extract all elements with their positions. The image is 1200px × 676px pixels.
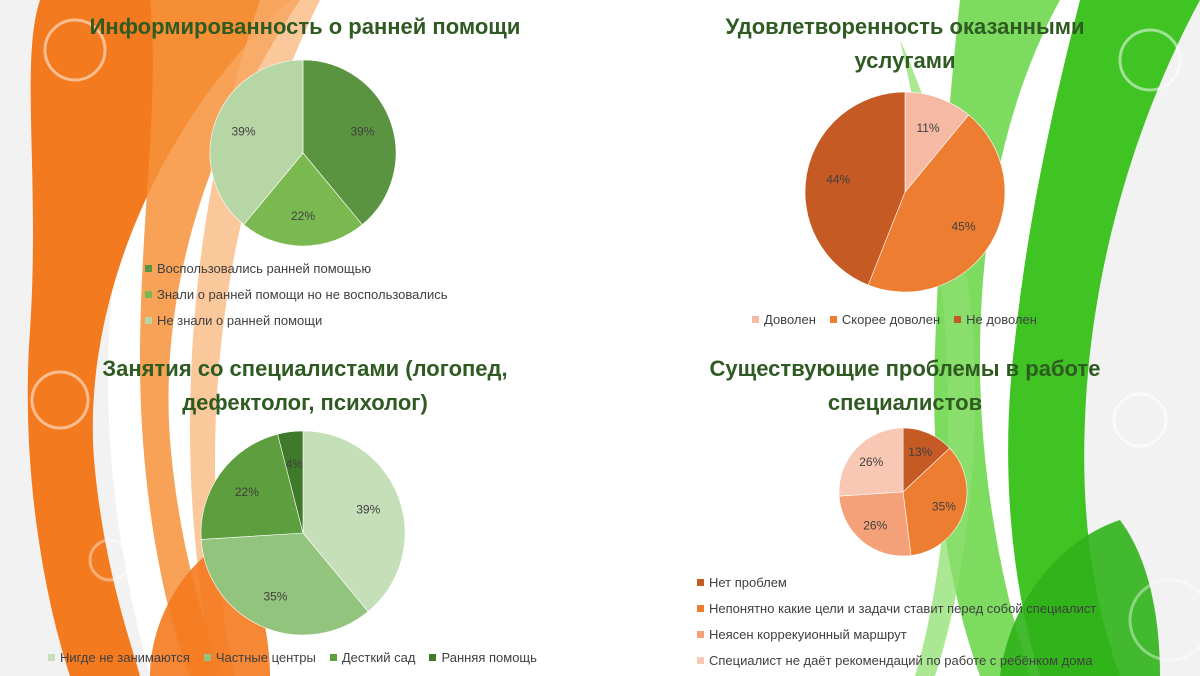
legend-label: Нет проблем bbox=[709, 574, 787, 590]
pie-data-label: 11% bbox=[916, 121, 939, 135]
pie-data-label: 22% bbox=[235, 485, 259, 499]
pie-slice bbox=[902, 447, 968, 556]
legend-swatch bbox=[145, 316, 152, 324]
legend-label: Не знали о ранней помощи bbox=[157, 312, 323, 328]
legend-item: Воспользовались ранней помощью bbox=[145, 255, 448, 281]
legend-label: Не доволен bbox=[966, 312, 1037, 327]
pie-slice bbox=[209, 59, 304, 226]
chart-specialists-pie: 39% 35% 22% 4% bbox=[200, 430, 406, 636]
chart-specialists-legend: Нигде не занимаются Частные центры Дестк… bbox=[48, 650, 551, 665]
legend-item: Нет проблем bbox=[697, 569, 1096, 595]
legend-label: Неясен коррекуионный маршрут bbox=[709, 626, 907, 642]
pie-slice bbox=[302, 430, 406, 613]
legend-label: Ранняя помощь bbox=[441, 650, 537, 665]
legend-item: Нигде не занимаются bbox=[48, 650, 190, 665]
pie-data-label: 44% bbox=[826, 172, 850, 186]
pie-slice bbox=[904, 91, 970, 193]
chart-satisfaction-legend: Доволен Скорее доволен Не доволен bbox=[752, 312, 1051, 327]
pie-data-label: 26% bbox=[863, 519, 887, 533]
legend-item: Неясен коррекуионный маршрут bbox=[697, 621, 1096, 647]
chart-problems-title: Существующие проблемы в работе специалис… bbox=[709, 356, 1101, 415]
chart-problems-pie: 13% 35% 26% 26% bbox=[838, 427, 968, 557]
pie-data-label: 26% bbox=[859, 455, 883, 469]
pie-data-label: 13% bbox=[908, 445, 932, 459]
legend-item: Ранняя помощь bbox=[429, 650, 537, 665]
legend-swatch bbox=[697, 604, 704, 612]
pie-slice bbox=[243, 152, 363, 247]
legend-swatch bbox=[954, 316, 962, 323]
legend-item: Знали о ранней помощи но не воспользовал… bbox=[145, 281, 448, 307]
legend-swatch bbox=[329, 654, 337, 661]
legend-label: Нигде не занимаются bbox=[60, 650, 190, 665]
legend-swatch bbox=[203, 654, 211, 661]
legend-label: Воспользовались ранней помощью bbox=[157, 260, 372, 276]
pie-data-label: 39% bbox=[356, 503, 380, 517]
legend-item: Частные центры bbox=[203, 650, 316, 665]
chart-satisfaction-title: Удовлетворенность оказанными услугами bbox=[725, 14, 1085, 73]
legend-item: Десткий сад bbox=[329, 650, 416, 665]
legend-item: Доволен bbox=[752, 312, 816, 327]
chart-problems-legend: Нет проблем Непонятно какие цели и задач… bbox=[697, 569, 1096, 673]
legend-label: Специалист не даёт рекомендаций по работ… bbox=[709, 652, 1093, 668]
legend-item: Не доволен bbox=[954, 312, 1037, 327]
pie-slice bbox=[838, 427, 904, 497]
chart-awareness-title: Информированность о ранней помощи bbox=[89, 14, 521, 39]
pie-slice bbox=[838, 491, 912, 557]
legend-label: Знали о ранней помощи но не воспользовал… bbox=[157, 286, 448, 302]
pie-slice bbox=[867, 114, 1006, 293]
chart-awareness-pie: 39% 22% 39% bbox=[209, 59, 397, 247]
legend-item: Непонятно какие цели и задачи ставит пер… bbox=[697, 595, 1096, 621]
legend-item: Скорее доволен bbox=[829, 312, 941, 327]
pie-data-label: 4% bbox=[286, 457, 304, 471]
chart-satisfaction-pie: 11% 45% 44% bbox=[804, 91, 1006, 293]
pie-slice bbox=[277, 430, 304, 534]
pie-data-label: 45% bbox=[952, 220, 976, 234]
legend-swatch bbox=[752, 316, 759, 323]
legend-label: Доволен bbox=[764, 312, 816, 327]
legend-label: Частные центры bbox=[215, 650, 316, 665]
legend-swatch bbox=[697, 656, 704, 664]
legend-swatch bbox=[48, 654, 55, 661]
pie-data-label: 35% bbox=[932, 500, 956, 514]
pie-slice bbox=[200, 532, 369, 636]
legend-swatch bbox=[697, 578, 704, 586]
pie-data-label: 35% bbox=[263, 590, 287, 604]
pie-data-label: 39% bbox=[231, 125, 255, 139]
legend-swatch bbox=[145, 264, 152, 272]
legend-swatch bbox=[429, 654, 437, 661]
pie-slice bbox=[200, 433, 304, 540]
pie-data-label: 39% bbox=[350, 125, 374, 139]
legend-swatch bbox=[697, 630, 704, 638]
pie-data-label: 22% bbox=[291, 209, 315, 223]
pie-slice bbox=[302, 59, 397, 226]
legend-item: Специалист не даёт рекомендаций по работ… bbox=[697, 647, 1096, 673]
legend-label: Десткий сад bbox=[341, 650, 416, 665]
pie-slice bbox=[804, 91, 906, 286]
chart-awareness-legend: Воспользовались ранней помощью Знали о р… bbox=[145, 255, 448, 333]
legend-label: Непонятно какие цели и задачи ставит пер… bbox=[709, 600, 1097, 616]
legend-label: Скорее доволен bbox=[841, 312, 941, 327]
legend-swatch bbox=[829, 316, 837, 323]
legend-item: Не знали о ранней помощи bbox=[145, 307, 448, 333]
chart-specialists-title: Занятия со специалистами (логопед, дефек… bbox=[102, 356, 508, 415]
legend-swatch bbox=[145, 290, 152, 298]
